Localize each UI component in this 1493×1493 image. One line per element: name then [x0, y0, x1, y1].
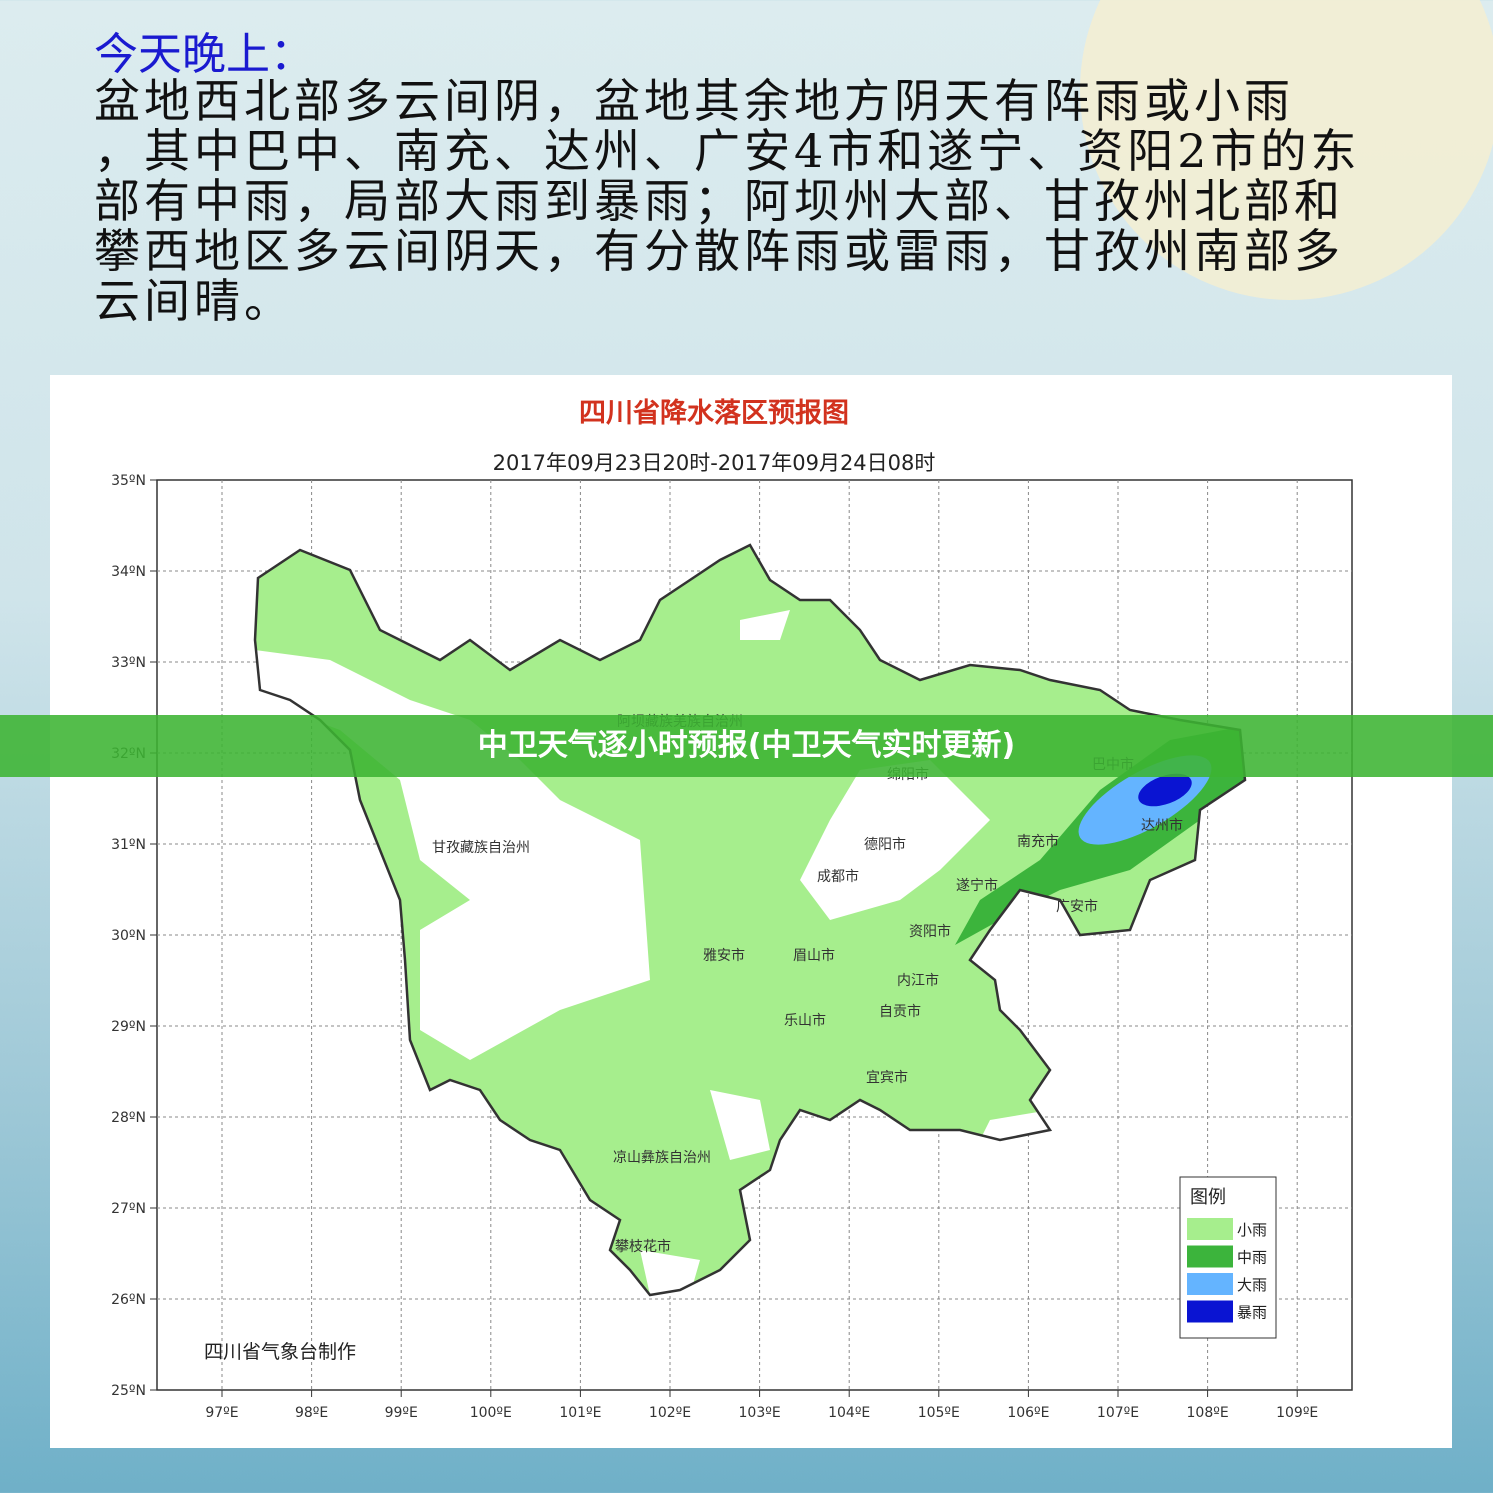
x-tick-label: 103ºE [739, 1405, 781, 1421]
x-tick-label: 102ºE [649, 1405, 691, 1421]
x-tick-label: 108ºE [1187, 1405, 1229, 1421]
place-label: 遂宁市 [956, 877, 998, 894]
legend-label: 小雨 [1237, 1221, 1267, 1239]
no-rain [800, 760, 990, 920]
legend-title: 图例 [1190, 1187, 1226, 1208]
credit: 四川省气象台制作 [204, 1341, 356, 1363]
place-label: 南充市 [1017, 833, 1059, 850]
place-label: 内江市 [897, 972, 939, 989]
x-tick-label: 97ºE [205, 1405, 238, 1421]
place-label: 自贡市 [879, 1003, 921, 1020]
legend-swatch [1187, 1218, 1233, 1240]
map-title: 四川省降水落区预报图 [579, 398, 849, 429]
y-tick-label: 34ºN [111, 564, 146, 580]
y-tick-label: 25ºN [111, 1383, 146, 1399]
place-label: 甘孜藏族自治州 [432, 840, 530, 856]
y-tick-label: 29ºN [111, 1019, 146, 1035]
place-label: 广安市 [1056, 898, 1098, 915]
x-tick-label: 98ºE [295, 1405, 328, 1421]
banner: 中卫天气逐小时预报(中卫天气实时更新) [0, 715, 1493, 777]
x-tick-label: 107ºE [1097, 1405, 1139, 1421]
legend-label: 暴雨 [1237, 1304, 1267, 1322]
x-tick-label: 106ºE [1007, 1405, 1049, 1421]
header-line: 云间晴。 [94, 274, 294, 328]
y-tick-label: 31ºN [111, 837, 146, 853]
x-tick-label: 99ºE [385, 1405, 418, 1421]
y-tick-label: 35ºN [111, 473, 146, 489]
header-line: 盆地西北部多云间阴，盆地其余地方阴天有阵雨或小雨 [94, 74, 1294, 128]
x-tick-label: 101ºE [559, 1405, 601, 1421]
place-label: 凉山彝族自治州 [613, 1150, 711, 1166]
no-rain [640, 610, 1050, 1295]
legend-swatch [1187, 1273, 1233, 1295]
place-label: 雅安市 [703, 947, 745, 964]
rainstorm-area [1138, 773, 1192, 807]
place-label: 眉山市 [793, 947, 835, 964]
place-label: 达州市 [1141, 817, 1183, 834]
y-tick-label: 26ºN [111, 1292, 146, 1308]
place-label: 攀枝花市 [615, 1238, 671, 1255]
place-label: 成都市 [817, 868, 859, 885]
y-tick-label: 33ºN [111, 655, 146, 671]
y-tick-label: 30ºN [111, 928, 146, 944]
place-label: 乐山市 [784, 1012, 826, 1029]
legend-label: 中雨 [1237, 1249, 1267, 1267]
header-title: 今天晚上： [94, 29, 314, 80]
place-label: 德阳市 [864, 836, 906, 853]
x-tick-label: 105ºE [918, 1405, 960, 1421]
x-tick-label: 104ºE [828, 1405, 870, 1421]
legend-swatch [1187, 1300, 1233, 1323]
place-label: 宜宾市 [866, 1069, 908, 1086]
header-line: 攀西地区多云间阴天，有分散阵雨或雷雨，甘孜州南部多 [94, 224, 1344, 278]
legend-swatch [1187, 1245, 1233, 1268]
header-line: 部有中雨，局部大雨到暴雨；阿坝州大部、甘孜州北部和 [94, 174, 1344, 228]
no-rain [255, 650, 650, 1060]
x-tick-label: 100ºE [470, 1405, 512, 1421]
x-tick-label: 109ºE [1276, 1405, 1318, 1421]
map-subtitle: 2017年09月23日20时-2017年09月24日08时 [493, 451, 936, 475]
y-tick-label: 28ºN [111, 1110, 146, 1126]
y-tick-label: 27ºN [111, 1201, 146, 1217]
place-label: 资阳市 [909, 923, 951, 940]
legend-label: 大雨 [1237, 1276, 1267, 1294]
header-text: 盆地西北部多云间阴，盆地其余地方阴天有阵雨或小雨 ，其中巴中、南充、达州、广安4市… [94, 76, 1361, 326]
header-line: ，其中巴中、南充、达州、广安4市和遂宁、资阳2市的东 [94, 124, 1361, 178]
